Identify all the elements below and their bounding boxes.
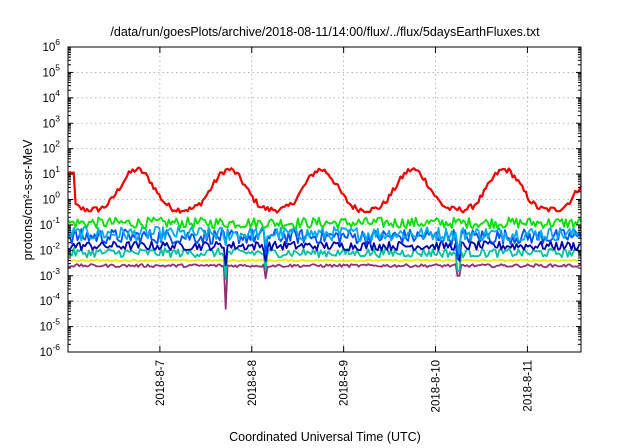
x-tick-label: 2018-8-10 [431, 360, 443, 412]
y-tick-label: 105 [42, 62, 60, 79]
y-tick-label: 10-4 [40, 291, 61, 308]
x-tick-label: 2018-8-9 [339, 360, 351, 406]
y-tick-label: 10-6 [40, 342, 61, 359]
y-tick-label: 106 [42, 37, 60, 54]
series-line-1 [67, 166, 583, 214]
x-axis-ticks: 2018-8-7 2018-8-8 2018-8-9 2018-8-10 2018-8-… [155, 47, 534, 412]
y-tick-label: 102 [42, 139, 60, 156]
series-line-4 [67, 228, 582, 260]
y-axis-label: protons/cm²-s-sr-MeV [21, 139, 35, 261]
series-line-2 [67, 216, 582, 230]
series-line-8 [67, 263, 582, 310]
y-tick-label: 10-5 [40, 317, 61, 334]
x-axis-label: Coordinated Universal Time (UTC) [229, 430, 421, 444]
series-line-7 [67, 258, 582, 273]
y-tick-label: 100 [42, 190, 60, 207]
x-tick-label: 2018-8-11 [522, 360, 534, 412]
x-tick-label: 2018-8-7 [155, 360, 167, 406]
chart-title: /data/run/goesPlots/archive/2018-08-11/1… [110, 25, 540, 39]
series-line-3 [67, 225, 582, 255]
series-layer [67, 166, 583, 310]
x-tick-label: 2018-8-8 [247, 360, 259, 406]
y-axis-label-text: protons/cm²-s-sr-MeV [21, 139, 35, 261]
series-line-6 [67, 247, 582, 280]
y-tick-label: 101 [42, 164, 60, 181]
series-line-5 [67, 240, 582, 267]
y-tick-label: 104 [42, 88, 60, 105]
y-tick-label: 10-1 [40, 215, 61, 232]
y-tick-label: 10-2 [40, 240, 61, 257]
grid [68, 47, 581, 352]
y-axis-ticks: 10-6 10-5 10-4 10-3 10-2 10-1 100 101 102 103 104 1… [40, 37, 581, 359]
y-tick-label: 10-3 [40, 266, 61, 283]
y-tick-label: 103 [42, 113, 60, 130]
